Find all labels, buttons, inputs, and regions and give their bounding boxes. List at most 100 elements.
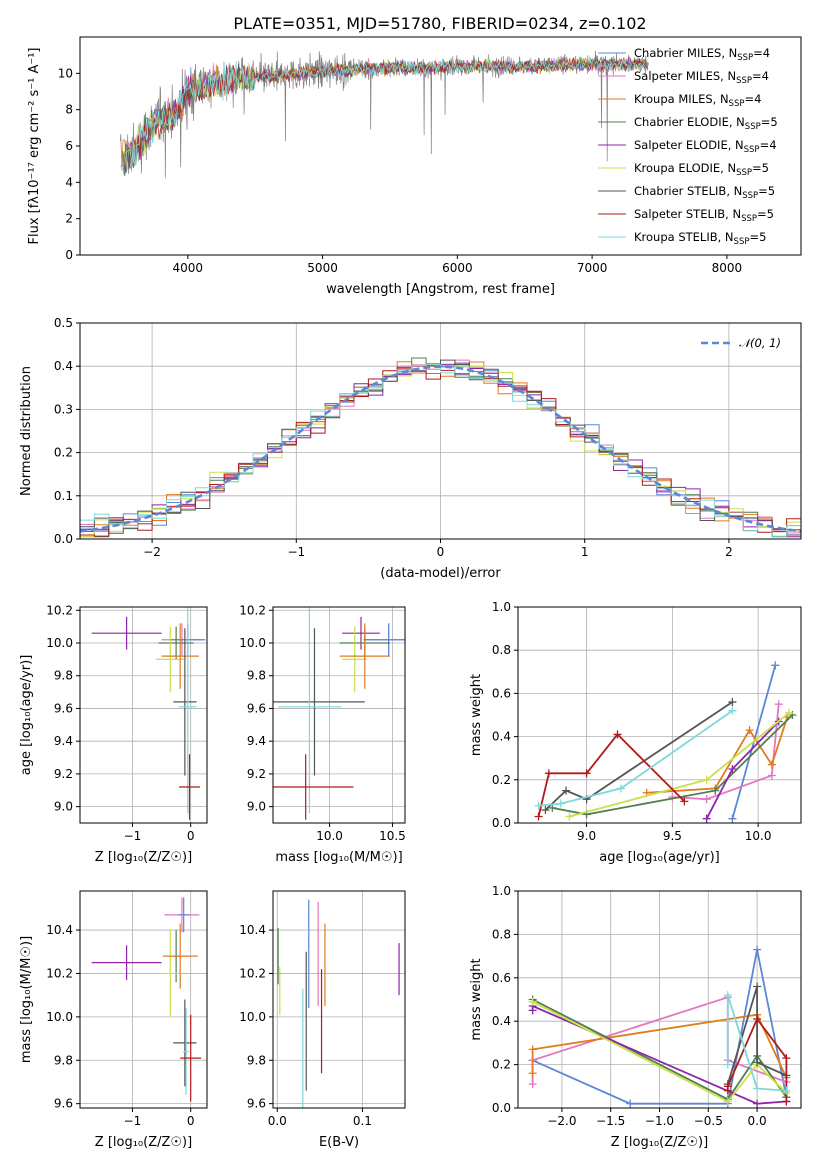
x-tick-label: 0.0 (748, 1114, 767, 1128)
x-tick-label: 10.5 (379, 829, 406, 843)
y-tick-label: 6 (65, 139, 73, 153)
weight-series-line (538, 709, 733, 807)
weight-point-marker (753, 1084, 762, 1093)
weight-series-line (552, 714, 794, 816)
x-axis-label: E(B-V) (319, 1135, 359, 1150)
weight-series-line (531, 1013, 788, 1078)
errorbar-point (173, 999, 197, 1087)
y-tick-label: 10.0 (239, 1010, 266, 1024)
weight-point-marker (728, 698, 737, 707)
errorbar-point (180, 1014, 202, 1102)
y-tick-label: 0.4 (492, 730, 511, 744)
axes-frame (272, 890, 406, 1109)
y-tick-label: 0.0 (492, 1101, 511, 1115)
plot-area-age_vs_mass (273, 607, 405, 823)
panel-weight_vs_age: 9.0 9.5 10.0 0.0 0.2 0.4 0.6 0.8 1.0 age [log₁₀(a… (469, 600, 802, 865)
weight-point-marker (528, 1069, 537, 1078)
panel-weight_vs_Z: −2.0 −1.5 −1.0 −0.5 0.0 0.0 0.2 0.4 0.6 0.8 1.0 Z [… (469, 884, 802, 1150)
errorbar-point (342, 616, 380, 650)
errorbar-point (158, 930, 182, 1017)
plot-area-age_vs_Z (80, 607, 207, 823)
y-tick-label: 10.4 (46, 923, 73, 937)
errorbar-point (363, 623, 405, 657)
x-tick-label: 10.0 (745, 829, 772, 843)
weight-point-marker (544, 769, 553, 778)
weight-point-marker (723, 991, 732, 1000)
x-tick-label: 0.0 (268, 1114, 287, 1128)
x-tick-label: 10.0 (316, 829, 343, 843)
x-tick-label: 0 (187, 1114, 195, 1128)
y-tick-label: 10.4 (239, 923, 266, 937)
errorbar-point (273, 754, 354, 820)
y-tick-label: 4 (65, 175, 73, 189)
weight-point-marker (745, 726, 754, 735)
plot-area-mass_vs_Z (80, 891, 207, 1108)
axes-frame (517, 606, 802, 824)
weight-series-line (672, 704, 780, 801)
x-tick-label: −1 (287, 545, 305, 559)
weight-point-marker (753, 1099, 762, 1108)
y-tick-label: 9.8 (247, 1053, 266, 1067)
spectrum-model-line (124, 55, 647, 169)
x-axis-label: Z [log₁₀(Z/Z☉)] (611, 1135, 708, 1150)
y-tick-label: 9.2 (247, 767, 266, 781)
weight-series-line (544, 701, 733, 811)
legend-entry: Salpeter STELIB, NSSP=5 (634, 207, 774, 224)
weight-point-marker (723, 1060, 732, 1069)
y-axis-label: age [log₁₀(age/yr)] (19, 655, 34, 776)
y-tick-label: 8 (65, 103, 73, 117)
weight-series-line (726, 994, 787, 1092)
weight-point-marker (784, 708, 793, 717)
panel-age_vs_Z: −1 0 9.0 9.2 9.4 9.6 9.8 10.0 10.2 Z [log₁₀(Z/Z☉)… (19, 603, 208, 865)
y-tick-label: 10.0 (46, 636, 73, 650)
errorbar-point (91, 616, 162, 650)
errorbar-point (91, 945, 162, 980)
y-tick-label: 0.2 (492, 1058, 511, 1072)
plot-area-weight_vs_Z (518, 891, 801, 1108)
panel-residuals: −2 −1 0 1 2 0.0 0.1 0.2 0.3 0.4 0.5 (data-model)/er… (19, 316, 802, 581)
errorbar-point (179, 754, 201, 820)
x-tick-label: 8000 (712, 261, 743, 275)
x-axis-label: wavelength [Angstrom, rest frame] (326, 282, 555, 297)
x-axis-label: mass [log₁₀(M/M☉)] (275, 850, 402, 865)
weight-point-marker (753, 1058, 762, 1067)
errorbar-point (339, 623, 390, 689)
weight-point-marker (753, 945, 762, 954)
axes-frame (79, 606, 208, 824)
y-tick-label: 9.0 (54, 800, 73, 814)
y-tick-label: 2 (65, 212, 73, 226)
y-tick-label: 0.4 (54, 359, 73, 373)
histogram-step (80, 368, 801, 537)
legend-entry: Salpeter ELODIE, NSSP=4 (634, 138, 777, 155)
y-tick-label: 0.8 (492, 927, 511, 941)
errorbar-point (342, 626, 368, 693)
weight-point-marker (771, 661, 780, 670)
y-tick-label: 9.6 (247, 1097, 266, 1111)
weight-point-marker (702, 795, 711, 804)
weight-point-marker (534, 801, 543, 810)
y-tick-label: 0.6 (492, 686, 511, 700)
legend-entry: Kroupa MILES, NSSP=4 (634, 92, 761, 109)
y-tick-label: 0.3 (54, 402, 73, 416)
weight-point-marker (534, 812, 543, 821)
weight-point-marker (556, 799, 565, 808)
figure-title: PLATE=0351, MJD=51780, FIBERID=0234, z=0… (233, 14, 646, 33)
plot-area-spectrum (120, 50, 649, 179)
weight-series-line (569, 712, 790, 818)
x-tick-label: −2.0 (547, 1114, 576, 1128)
axes-frame (79, 322, 802, 540)
y-axis-label: mass weight (469, 958, 484, 1040)
y-tick-label: 1.0 (492, 884, 511, 898)
errorbar-point (179, 607, 197, 814)
x-tick-label: 0.1 (353, 1114, 372, 1128)
weight-point-marker (616, 784, 625, 793)
plot-area-residuals (80, 323, 801, 539)
spectrum-model-line (124, 58, 646, 161)
y-tick-label: 10.0 (239, 636, 266, 650)
panel-age_vs_mass: 10.0 10.5 9.0 9.2 9.4 9.6 9.8 10.0 10.2 mass [log… (239, 603, 406, 865)
x-tick-label: 0 (437, 545, 445, 559)
weight-point-marker (753, 1015, 762, 1024)
x-tick-label: −0.5 (694, 1114, 723, 1128)
spectrum-data-line (120, 50, 649, 179)
